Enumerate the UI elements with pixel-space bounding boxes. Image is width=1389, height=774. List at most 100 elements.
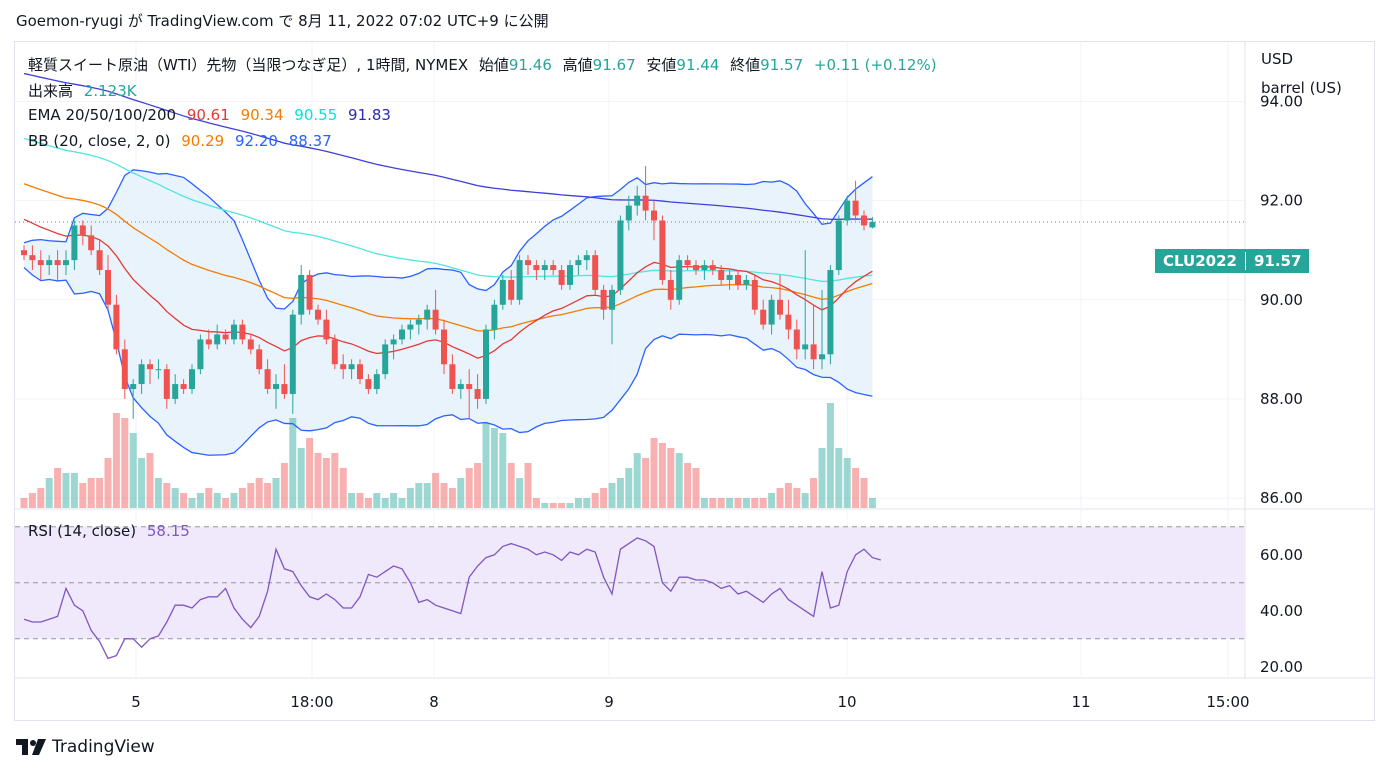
volume-legend: 出来高 2.123K [28,80,143,101]
candle-body [693,265,699,271]
candle-body [457,384,464,390]
volume-bar [205,488,213,508]
volume-bar [306,438,314,508]
candle-body [79,225,86,236]
candle-body [121,349,128,390]
volume-bar [289,418,297,508]
bb-lower-value: 88.37 [288,132,332,150]
candle-body [634,195,641,206]
volume-bar [331,453,339,508]
candle-body [441,329,447,365]
candle-body [651,210,657,221]
candle-body [726,275,733,280]
bb-upper-value: 92.20 [235,132,278,150]
volume-bar [129,433,137,508]
volume-bar [138,458,146,508]
volume-bar [448,488,456,508]
candle-body [751,279,758,310]
candle-body [743,279,750,285]
time-tick-label: 10 [837,693,856,711]
low-value: 91.44 [676,56,720,74]
candle-body [63,260,69,266]
candle-body [399,329,405,340]
candle-body [533,265,540,271]
candle-body [373,374,380,390]
candle-body [172,384,179,399]
volume-bar [423,483,431,508]
candle-body [21,250,27,256]
candle-body [180,384,187,390]
volume-bar [373,493,381,508]
brand-logo[interactable]: TradingView [16,737,155,757]
candle-body [138,364,145,385]
ema20-value: 90.61 [186,106,230,124]
time-tick-label: 11 [1071,693,1090,711]
volume-bar [264,483,272,508]
open-label: 始値 [478,56,509,74]
rsi-tick-label: 60.00 [1260,546,1303,564]
candle-body [273,384,279,390]
volume-bar [852,468,860,508]
ema50-line [23,183,873,332]
volume-bar [835,448,843,508]
candle-body [390,339,397,345]
candle-body [718,270,725,280]
volume-bar [415,483,423,508]
chart-frame [14,41,1375,721]
candle-body [575,260,582,266]
axis-unit: barrel (US) [1261,79,1342,97]
candle-body [407,324,414,330]
candle-body [331,339,338,365]
candle-body [432,309,439,330]
candle-body [550,265,557,271]
candle-body [197,339,204,370]
candle-body [852,200,859,216]
volume-bar [826,403,834,508]
volume-bar [70,473,78,508]
candle-body [231,324,237,340]
candle-body [844,200,851,221]
ema100-value: 90.55 [294,106,338,124]
volume-bar [339,468,347,508]
volume-bar [465,468,473,508]
ema50-value: 90.34 [240,106,284,124]
volume-bar [566,503,574,508]
candle-body [449,364,456,390]
candle-body [264,369,271,390]
volume-bar [222,498,230,508]
bollinger-band-fill [24,169,873,456]
close-value: 91.57 [760,56,804,74]
rsi-label: RSI (14, close) [28,522,137,540]
volume-bar [633,453,641,508]
close-label: 終値 [730,56,761,74]
candle-body [298,275,305,315]
volume-bar [112,413,120,508]
volume-bar [54,468,62,508]
volume-bar [188,498,196,508]
price-tick-label: 94.00 [1260,92,1303,110]
volume-bar [171,488,179,508]
volume-bar [230,493,238,508]
volume-bar [62,473,70,508]
high-label: 高値 [562,56,593,74]
bb-label: BB (20, close, 2, 0) [28,132,171,150]
volume-bar [818,448,826,508]
candle-body [315,309,321,320]
volume-bar [280,463,288,508]
volume-bar [348,493,356,508]
candle-body [567,265,573,285]
volume-bar [591,493,599,508]
candle-body [474,389,481,399]
open-value: 91.46 [508,56,552,74]
volume-bar [272,478,280,508]
candle-body [340,364,347,370]
volume-bar [247,483,255,508]
volume-bar [28,493,36,508]
volume-bar [810,478,818,508]
volume-bar [356,493,364,508]
volume-bar [801,493,809,508]
rsi-value: 58.15 [146,522,190,540]
volume-bar [625,468,633,508]
ohlc-legend: 軽質スイート原油（WTI）先物（当限つなぎ足）, 1時間, NYMEX 始値91… [28,54,943,75]
